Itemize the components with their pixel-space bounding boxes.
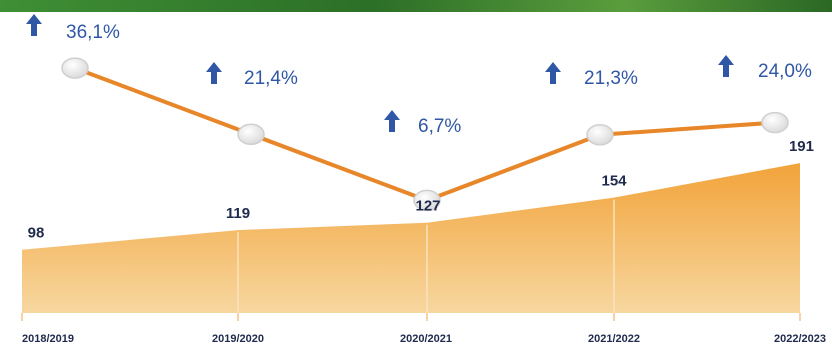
area-series bbox=[22, 163, 800, 313]
percent-label: 21,3% bbox=[584, 68, 638, 89]
x-tick-label: 2021/2022 bbox=[588, 333, 640, 345]
up-arrow-icon bbox=[384, 110, 400, 132]
circle-marker-icon bbox=[237, 123, 265, 146]
up-arrow-icon bbox=[206, 62, 222, 84]
x-tick-label: 2020/2021 bbox=[400, 333, 452, 345]
value-label: 127 bbox=[415, 198, 440, 215]
circle-marker-icon bbox=[761, 111, 789, 134]
circle-marker-icon bbox=[413, 189, 441, 212]
up-arrow-icon bbox=[718, 55, 734, 77]
circle-marker-icon bbox=[61, 57, 89, 79]
banner-strip bbox=[0, 0, 832, 12]
percent-label: 36,1% bbox=[66, 22, 120, 43]
x-tick-label: 2019/2020 bbox=[212, 333, 264, 345]
percent-label: 21,4% bbox=[244, 68, 298, 89]
value-label: 154 bbox=[601, 173, 627, 190]
percent-label: 6,7% bbox=[418, 116, 461, 137]
value-label: 119 bbox=[226, 205, 250, 222]
x-tick-label: 2022/2023 bbox=[774, 333, 826, 345]
up-arrow-icon bbox=[26, 14, 42, 36]
percent-label: 24,0% bbox=[758, 61, 812, 82]
value-label: 98 bbox=[28, 225, 45, 242]
circle-marker-icon bbox=[586, 124, 614, 146]
value-label: 191 bbox=[789, 138, 814, 155]
up-arrow-icon bbox=[545, 62, 561, 84]
x-tick-label: 2018/2019 bbox=[22, 333, 74, 345]
